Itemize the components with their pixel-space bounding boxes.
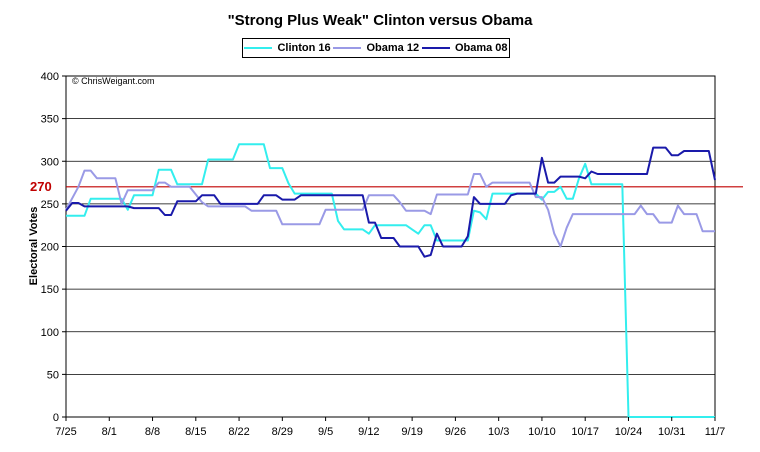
y-tick-label: 300 xyxy=(41,156,59,168)
x-tick-label: 9/19 xyxy=(401,426,422,438)
y-tick-label: 100 xyxy=(41,327,59,339)
y-tick-label: 250 xyxy=(41,199,59,211)
y-tick-label: 350 xyxy=(41,114,59,126)
y-tick-label: 50 xyxy=(47,369,59,381)
x-tick-label: 8/8 xyxy=(145,426,160,438)
series-line-clinton-16 xyxy=(66,143,715,418)
axis-layer: 0 50 100 150 200 250 300 350 400 7/25 8/1 8/8 8/15 8/… xyxy=(41,71,726,438)
x-tick-label: 10/24 xyxy=(615,426,643,438)
y-tick-label: 0 xyxy=(53,412,59,424)
series-line-obama-08 xyxy=(65,146,716,258)
reference-line-label: 270 xyxy=(30,179,52,194)
chart-title: "Strong Plus Weak" Clinton versus Obama xyxy=(227,12,533,29)
legend-swatch-clinton-16 xyxy=(244,47,273,49)
x-tick-label: 8/15 xyxy=(185,426,206,438)
x-tick-label: 10/3 xyxy=(488,426,509,438)
legend-swatch-obama-12 xyxy=(333,47,362,49)
x-tick-label: 9/12 xyxy=(358,426,379,438)
x-tick-label: 8/22 xyxy=(228,426,249,438)
legend-label-obama-08: Obama 08 xyxy=(454,42,508,54)
series-line-obama-12 xyxy=(65,169,715,248)
legend-item-obama-12: Obama 12 xyxy=(333,42,419,54)
series-layer xyxy=(65,143,716,418)
grid-layer xyxy=(65,75,716,418)
y-tick-label: 150 xyxy=(41,284,59,296)
x-tick-label: 7/25 xyxy=(55,426,76,438)
legend: Clinton 16 Obama 12 Obama 08 xyxy=(242,38,510,58)
legend-item-clinton-16: Clinton 16 xyxy=(244,42,331,54)
reference-layer: 270 xyxy=(30,179,743,194)
x-tick-label: 10/10 xyxy=(528,426,556,438)
x-tick-label: 9/26 xyxy=(445,426,466,438)
y-tick-label: 200 xyxy=(41,242,59,254)
x-tick-label: 10/17 xyxy=(571,426,599,438)
legend-swatch-obama-08 xyxy=(421,47,450,49)
x-tick-label: 8/29 xyxy=(272,426,293,438)
y-tick-label: 400 xyxy=(41,71,59,83)
y-axis-title: Electoral Votes xyxy=(28,207,40,286)
copyright-annotation: © ChrisWeigant.com xyxy=(72,76,155,86)
x-tick-label: 8/1 xyxy=(102,426,117,438)
legend-label-clinton-16: Clinton 16 xyxy=(277,42,331,54)
x-tick-label: 10/31 xyxy=(658,426,686,438)
legend-label-obama-12: Obama 12 xyxy=(366,42,420,54)
legend-item-obama-08: Obama 08 xyxy=(421,42,508,54)
x-tick-label: 11/7 xyxy=(705,426,726,438)
x-tick-label: 9/5 xyxy=(318,426,333,438)
